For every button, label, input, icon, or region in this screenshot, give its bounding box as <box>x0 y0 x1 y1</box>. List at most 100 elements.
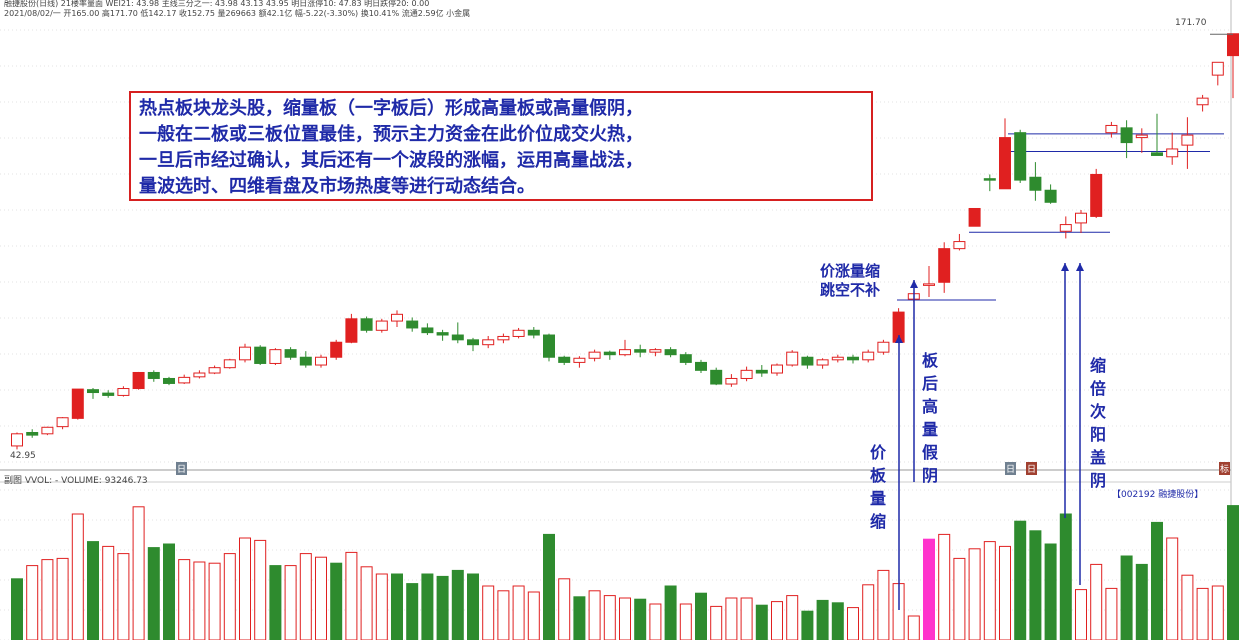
volume-bar <box>208 562 221 640</box>
volume-bar <box>1014 520 1027 640</box>
volume-bar <box>41 559 54 640</box>
volume-bar <box>923 538 935 640</box>
gap-label-line-1: 价涨量缩 <box>820 262 881 280</box>
candle-body <box>695 361 707 371</box>
candle-body <box>391 313 403 322</box>
candle-body <box>1090 173 1103 217</box>
marker-2: 日 <box>1005 462 1017 475</box>
volume-bar <box>11 578 23 640</box>
post-board-fake-yin-label: 板后高量假阴 <box>921 351 938 485</box>
volume-bar <box>619 597 631 640</box>
volume-bar <box>345 551 358 640</box>
gap-label: 价涨量缩 跳空不补 <box>820 262 880 300</box>
candle-body <box>816 359 829 366</box>
candle-body <box>755 369 768 374</box>
candle-body <box>862 351 875 361</box>
volume-bar <box>786 595 799 640</box>
candle-body <box>1105 124 1118 134</box>
candle-body <box>254 346 267 364</box>
candle-body <box>771 364 783 374</box>
volume-bar <box>983 541 996 640</box>
volume-bar <box>284 565 297 640</box>
candle-body <box>968 207 981 227</box>
volume-bar <box>1044 543 1057 640</box>
volume-bar <box>406 583 419 640</box>
volume-bar <box>725 597 738 640</box>
candle-body <box>710 369 723 385</box>
candle-body <box>1120 127 1133 144</box>
volume-bar <box>254 539 267 640</box>
volume-bar <box>147 547 160 640</box>
annotation-line-3: 一旦后市经过确认，其后还有一个波段的涨幅，运用高量战法， <box>139 150 643 171</box>
candle-body <box>1211 61 1224 76</box>
candle-body <box>543 334 555 358</box>
volume-bar <box>877 569 890 640</box>
volume-bar <box>1075 589 1087 640</box>
double-vol-cover-yin-label: 缩倍次阳盖阴 <box>1089 356 1106 490</box>
candle-body <box>786 351 799 366</box>
candle-body <box>284 349 297 358</box>
volume-bar <box>953 557 966 640</box>
volume-bar <box>223 553 236 640</box>
volume-bar <box>679 603 692 640</box>
candle-body <box>1166 148 1179 158</box>
volume-bar <box>695 592 707 640</box>
candle-body <box>1196 97 1209 106</box>
candle-body <box>831 356 844 361</box>
candle-body <box>512 329 525 337</box>
candle-body <box>1014 132 1027 181</box>
candle-body <box>1029 176 1042 191</box>
volume-bar <box>391 573 403 640</box>
volume-bar <box>1105 587 1118 640</box>
candle-body <box>421 327 434 334</box>
candle-body <box>983 178 996 181</box>
volume-bar <box>710 605 723 640</box>
volume-bar <box>71 513 84 640</box>
chart-header-line2: 2021/08/02/一 开165.00 高171.70 低142.17 收15… <box>4 9 471 18</box>
volume-bar <box>497 590 510 640</box>
candle-body <box>147 371 160 379</box>
volume-bar <box>999 545 1011 640</box>
candle-body <box>87 389 99 394</box>
candle-body <box>102 392 115 396</box>
candle-body <box>132 371 145 390</box>
volume-bar <box>1090 563 1103 640</box>
volume-bar <box>451 569 464 640</box>
volume-bar <box>56 557 69 640</box>
candle-body <box>619 349 631 356</box>
candle-body <box>41 426 54 435</box>
candle-body <box>573 357 586 363</box>
candle-body <box>1044 189 1057 203</box>
candle-body <box>679 354 692 363</box>
volume-bar <box>938 533 951 640</box>
candle-body <box>451 334 464 341</box>
candle-body <box>208 367 221 374</box>
volume-bar <box>649 603 662 640</box>
candle-body <box>482 339 495 346</box>
candle-body <box>1059 224 1072 232</box>
volume-bar <box>1227 505 1239 640</box>
marker-3: 日 <box>1026 462 1038 475</box>
candle-body <box>375 320 388 331</box>
candle-body <box>603 351 616 356</box>
volume-bar <box>634 598 647 640</box>
volume-bar <box>527 591 540 640</box>
volume-bar <box>87 541 99 640</box>
candle-body <box>330 341 343 358</box>
volume-bar <box>740 597 753 640</box>
chart-header-line1: 融捷股份(日线) 21楼率量面 WEI21: 43.98 主线三分之一: 43.… <box>4 0 430 8</box>
volume-bar <box>1120 555 1133 640</box>
volume-bar <box>102 545 115 640</box>
annotation-line-4: 量波选时、四维看盘及市场热度等进行动态结合。 <box>139 176 535 197</box>
volume-bar <box>1029 530 1042 640</box>
candle-body <box>1151 152 1163 156</box>
volume-bar <box>847 607 859 640</box>
volume-bar <box>375 573 388 640</box>
arrow-post-board-head <box>910 280 918 288</box>
volume-bar <box>239 537 251 640</box>
candle-body <box>239 346 251 361</box>
volume-bar <box>603 595 616 640</box>
board-vol-shrink-label: 价板量缩 <box>869 443 886 531</box>
volume-bar <box>573 596 586 640</box>
